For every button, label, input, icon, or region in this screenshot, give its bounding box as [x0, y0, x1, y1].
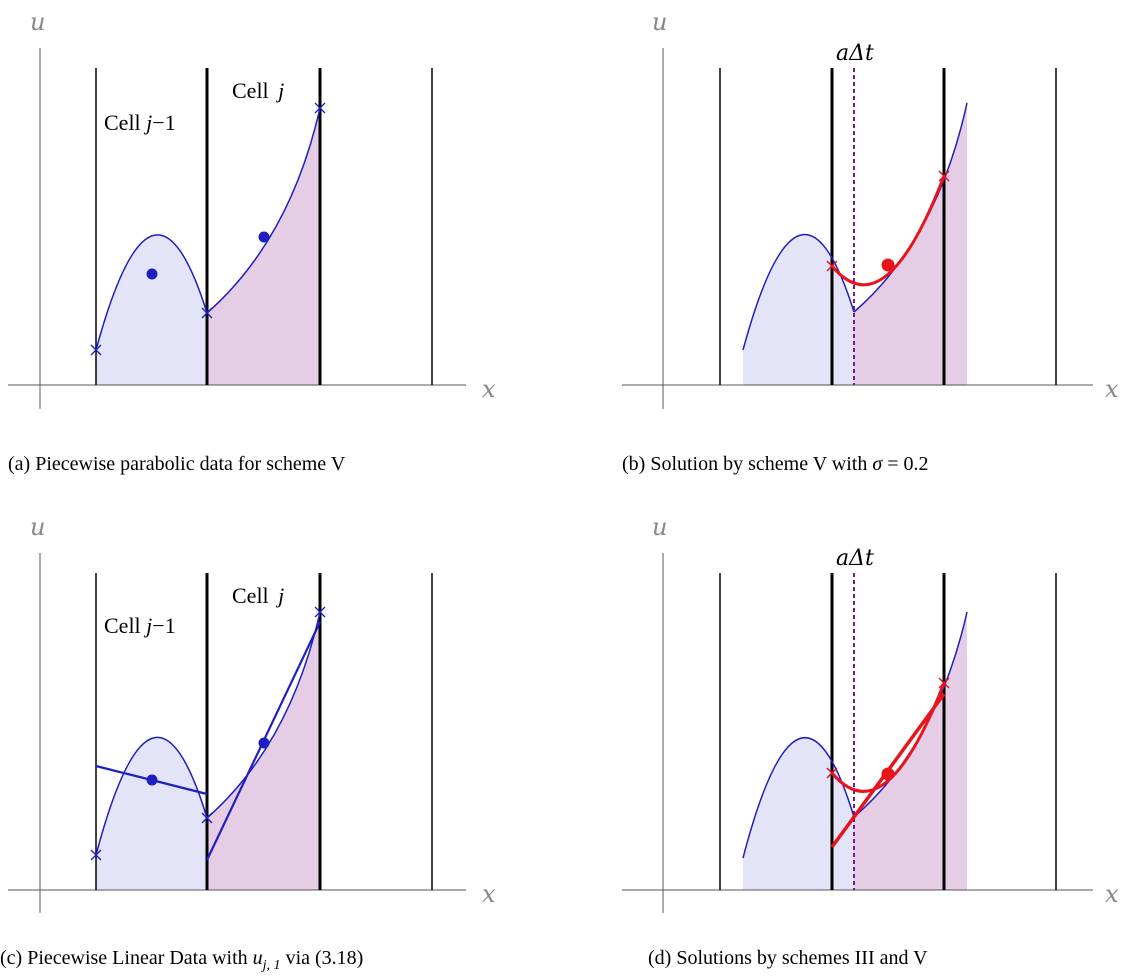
- cell-average-dot: [258, 231, 270, 243]
- scheme-v-solution: [830, 682, 946, 793]
- shift-annotation: aΔt: [836, 546, 874, 571]
- right-cell-fill: [854, 612, 967, 890]
- u-axis-label: u: [30, 8, 45, 36]
- x-axis-label: x: [482, 375, 496, 403]
- x-axis-label: x: [1105, 375, 1119, 403]
- cell-label-j-minus-1: Cell j−1: [104, 110, 176, 135]
- right-cell-fill: [854, 103, 967, 385]
- left-cell-fill: [743, 234, 854, 385]
- cross-marker: [90, 606, 326, 861]
- cross-marker: [826, 170, 950, 272]
- parabola-left: [95, 234, 208, 351]
- panel-b: aΔt u x (b) Solution by scheme V with σ …: [622, 8, 1119, 475]
- cell-average-dot: [146, 774, 158, 786]
- cross-marker: [90, 102, 326, 356]
- panel-a: Cell j−1 Cell j u x (a) Piecewise parabo…: [8, 8, 496, 475]
- parabola-right: [206, 611, 321, 819]
- cross-marker: [826, 677, 950, 779]
- left-cell-fill: [96, 737, 207, 890]
- caption: (b) Solution by scheme V with σ = 0.2: [622, 453, 929, 475]
- u-axis-label: u: [652, 513, 667, 541]
- x-axis-label: x: [1105, 880, 1119, 908]
- panel-d: aΔt u x (d) Solutions by schemes III and…: [622, 513, 1119, 969]
- parabola-left: [95, 736, 208, 856]
- cell-average-dot: [146, 268, 158, 280]
- u-axis-label: u: [652, 8, 667, 36]
- left-cell-fill: [743, 737, 854, 890]
- cell-average-dot: [881, 258, 895, 272]
- x-axis-label: x: [482, 880, 496, 908]
- left-cell-fill: [96, 234, 207, 385]
- cell-average-dot: [258, 737, 270, 749]
- caption: (c) Piecewise Linear Data with uj, 1 via…: [0, 947, 363, 973]
- panel-c: Cell j−1 Cell j u x (c) Piecewise Linear…: [0, 513, 496, 973]
- right-cell-fill: [207, 108, 320, 385]
- caption: (a) Piecewise parabolic data for scheme …: [8, 453, 346, 475]
- shift-annotation: aΔt: [836, 41, 874, 66]
- scheme-v-solution: [830, 175, 946, 287]
- right-cell-fill: [207, 612, 320, 890]
- cell-label-j: Cell j: [232, 583, 284, 608]
- parabola-left: [742, 736, 855, 859]
- caption: (d) Solutions by schemes III and V: [648, 947, 928, 969]
- cell-label-j-minus-1: Cell j−1: [104, 613, 176, 638]
- u-axis-label: u: [30, 513, 45, 541]
- parabola-right: [206, 107, 321, 314]
- cell-label-j: Cell j: [232, 78, 284, 103]
- cell-average-dot: [881, 767, 895, 781]
